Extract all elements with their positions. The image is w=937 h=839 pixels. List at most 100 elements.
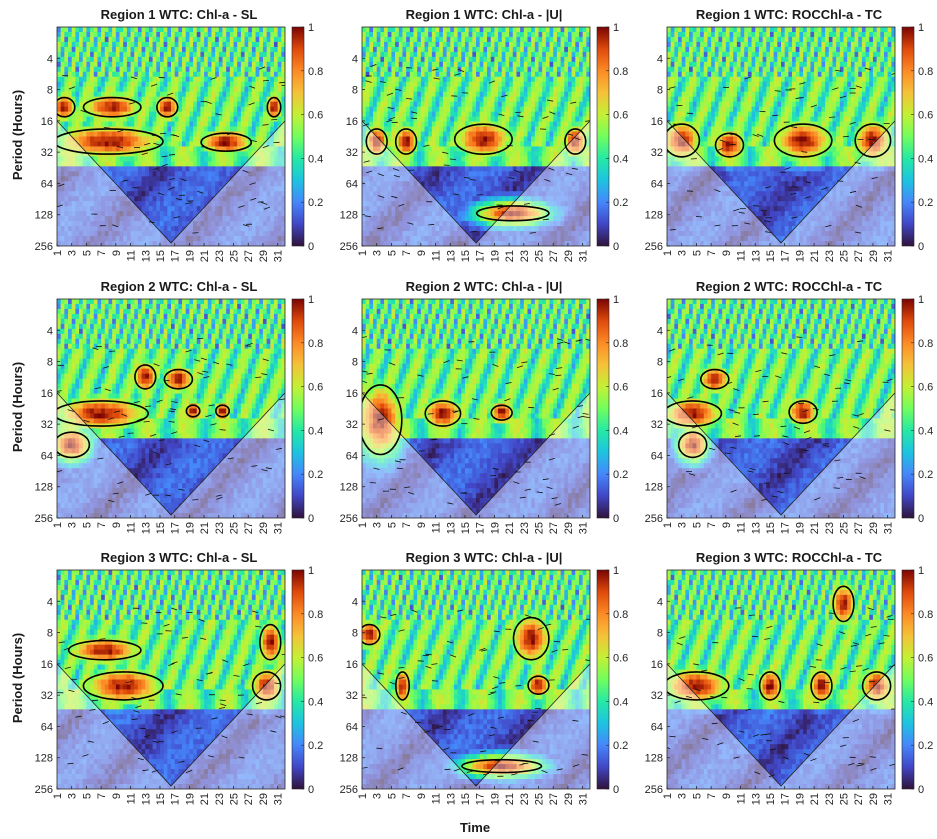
phase-arrow <box>727 352 734 355</box>
x-tick-label: 25 <box>839 522 851 534</box>
x-tick-label: 25 <box>229 250 241 262</box>
significance-contour <box>394 671 410 701</box>
phase-arrow <box>103 127 110 129</box>
x-tick-label: 11 <box>126 522 138 533</box>
y-tick-label: 8 <box>352 85 358 97</box>
phase-arrow <box>406 98 413 100</box>
colorbar-tick-label: 0.2 <box>613 197 628 209</box>
phase-arrow <box>490 726 497 729</box>
x-tick-label: 7 <box>706 793 718 799</box>
x-tick-label: 15 <box>155 522 167 534</box>
phase-arrow <box>395 460 402 463</box>
colorbar <box>596 26 610 247</box>
phase-arrow <box>386 92 394 96</box>
x-tick-label: 19 <box>794 793 806 805</box>
significance-contour <box>527 675 550 696</box>
significance-contour <box>82 671 164 701</box>
x-tick-label: 25 <box>839 793 851 805</box>
phase-arrow <box>275 715 282 719</box>
phase-arrow <box>768 774 776 778</box>
significance-contour <box>453 123 513 155</box>
phase-arrow <box>97 457 104 460</box>
y-tick-label: 16 <box>651 116 663 128</box>
phase-arrow <box>857 340 864 343</box>
phase-arrow <box>386 119 393 123</box>
significance-contour <box>564 128 587 155</box>
phase-arrow <box>251 465 258 467</box>
phase-arrow <box>178 760 185 763</box>
plot-area <box>57 27 285 246</box>
significance-contour <box>57 400 149 427</box>
phase-arrow <box>58 183 65 187</box>
significance-contour <box>57 96 76 118</box>
phase-arrow <box>185 769 193 773</box>
colorbar <box>596 569 610 790</box>
significance-contour <box>163 368 194 390</box>
x-tick-label: 15 <box>765 522 777 534</box>
y-tick-label: 8 <box>47 85 53 97</box>
phase-arrow <box>104 388 111 392</box>
phase-arrow <box>194 359 201 362</box>
colorbar-tick-label: 1 <box>613 565 619 577</box>
phase-arrow <box>804 196 811 199</box>
phase-arrow <box>370 64 377 67</box>
phase-arrow <box>263 206 271 210</box>
x-tick-label: 9 <box>721 793 733 799</box>
plot-area <box>667 299 895 518</box>
phase-arrow <box>362 380 368 384</box>
colorbar <box>901 26 915 247</box>
x-tick-label: 7 <box>706 522 718 528</box>
phase-arrow <box>215 113 222 116</box>
x-tick-label: 17 <box>780 793 792 805</box>
x-tick-label: 23 <box>824 522 836 534</box>
x-tick-label: 17 <box>475 250 487 262</box>
x-tick-label: 5 <box>386 522 398 528</box>
x-tick-label: 17 <box>170 522 182 534</box>
y-tick-label: 16 <box>41 388 53 400</box>
x-tick-label: 15 <box>765 250 777 262</box>
x-tick-label: 17 <box>170 250 182 262</box>
significance-contour <box>773 123 833 158</box>
phase-arrow <box>796 336 803 338</box>
x-tick-label: 13 <box>445 793 457 805</box>
phase-arrow <box>466 770 473 773</box>
phase-arrow <box>812 408 819 410</box>
x-tick-label: 5 <box>386 793 398 799</box>
y-tick-label: 64 <box>346 721 358 733</box>
colorbar-tick-label: 0.2 <box>308 740 323 752</box>
significance-contour <box>699 368 730 390</box>
phase-arrow <box>883 635 890 637</box>
phase-arrow <box>250 197 257 201</box>
phase-arrow <box>784 167 791 170</box>
phase-arrow <box>843 382 850 385</box>
phase-arrow <box>523 203 531 205</box>
cone-of-influence-line <box>667 663 895 787</box>
phase-arrow <box>852 642 860 645</box>
colorbar-tick-label: 0.8 <box>308 338 323 350</box>
x-tick-label: 19 <box>184 522 196 534</box>
phase-arrow <box>701 669 708 672</box>
phase-arrow <box>541 770 548 774</box>
phase-arrow <box>810 104 818 108</box>
x-tick-label: 29 <box>868 793 880 805</box>
phase-arrow <box>219 429 226 431</box>
phase-arrow <box>158 439 165 441</box>
phase-arrow <box>378 195 385 198</box>
colorbar-tick-label: 1 <box>918 294 924 306</box>
phase-arrow <box>379 81 386 83</box>
colorbar-tick-label: 0.4 <box>308 153 323 165</box>
phase-arrow <box>777 490 784 494</box>
phase-arrow <box>481 649 488 652</box>
phase-arrow <box>870 626 877 628</box>
cone-of-influence-line <box>57 120 285 244</box>
phase-arrow <box>809 666 816 668</box>
phase-arrow <box>732 422 739 426</box>
significance-contour <box>475 205 550 222</box>
phase-arrow <box>823 445 830 447</box>
significance-contour <box>362 623 381 646</box>
phase-arrow <box>139 727 146 730</box>
phase-arrow <box>242 169 249 173</box>
y-tick-label: 256 <box>340 513 358 525</box>
phase-arrow <box>261 469 268 472</box>
significance-contour <box>854 123 892 158</box>
